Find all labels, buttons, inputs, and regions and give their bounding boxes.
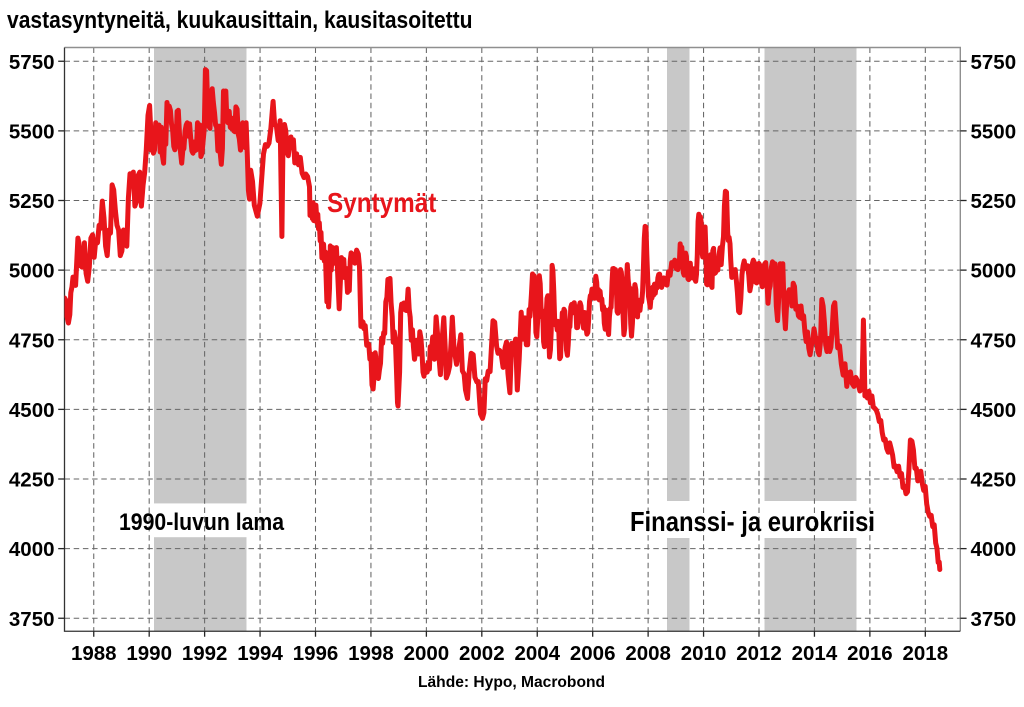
svg-text:2012: 2012 bbox=[736, 642, 782, 665]
svg-text:5000: 5000 bbox=[9, 260, 55, 283]
svg-text:2006: 2006 bbox=[570, 642, 616, 665]
svg-text:2004: 2004 bbox=[514, 642, 560, 665]
svg-text:3750: 3750 bbox=[971, 608, 1017, 631]
svg-text:2016: 2016 bbox=[847, 642, 893, 665]
svg-text:5250: 5250 bbox=[971, 190, 1017, 213]
svg-text:1996: 1996 bbox=[293, 642, 339, 665]
svg-text:2008: 2008 bbox=[625, 642, 671, 665]
svg-text:4500: 4500 bbox=[9, 399, 55, 422]
svg-text:5250: 5250 bbox=[9, 190, 55, 213]
svg-text:2000: 2000 bbox=[404, 642, 450, 665]
svg-text:1988: 1988 bbox=[71, 642, 117, 665]
svg-text:4250: 4250 bbox=[971, 469, 1017, 492]
svg-text:1998: 1998 bbox=[348, 642, 394, 665]
svg-text:1990: 1990 bbox=[126, 642, 172, 665]
svg-text:4000: 4000 bbox=[971, 538, 1017, 561]
svg-text:4750: 4750 bbox=[971, 329, 1017, 352]
svg-text:1994: 1994 bbox=[237, 642, 283, 665]
svg-text:4750: 4750 bbox=[9, 329, 55, 352]
svg-text:5000: 5000 bbox=[971, 260, 1017, 283]
svg-text:3750: 3750 bbox=[9, 608, 55, 631]
svg-text:2002: 2002 bbox=[459, 642, 505, 665]
svg-text:5750: 5750 bbox=[9, 51, 55, 74]
svg-text:5500: 5500 bbox=[971, 120, 1017, 143]
svg-text:5500: 5500 bbox=[9, 120, 55, 143]
svg-text:1992: 1992 bbox=[182, 642, 228, 665]
svg-text:4000: 4000 bbox=[9, 538, 55, 561]
svg-text:2010: 2010 bbox=[681, 642, 727, 665]
svg-text:2014: 2014 bbox=[792, 642, 838, 665]
svg-text:2018: 2018 bbox=[903, 642, 949, 665]
svg-text:4250: 4250 bbox=[9, 469, 55, 492]
svg-text:4500: 4500 bbox=[971, 399, 1017, 422]
svg-text:5750: 5750 bbox=[971, 51, 1017, 74]
